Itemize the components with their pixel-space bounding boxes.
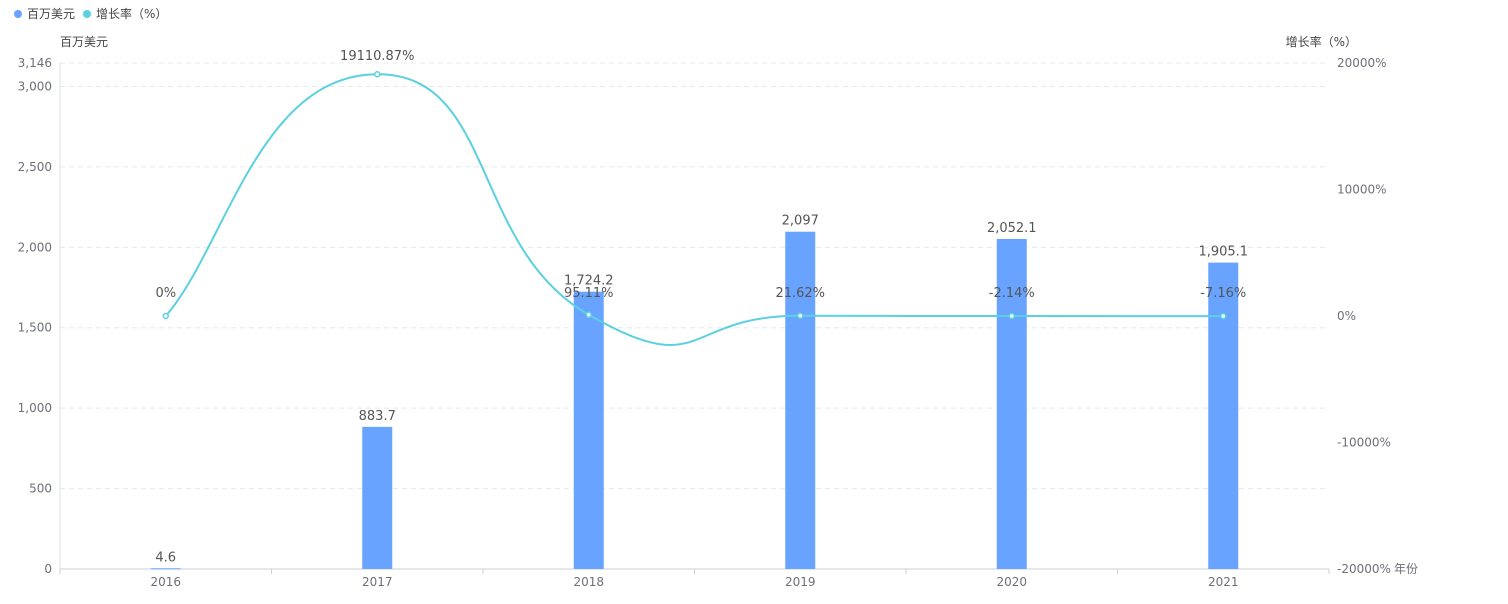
line-value-label: 21.62% [775, 286, 825, 301]
bar-value-label: 2,097 [782, 214, 819, 229]
legend-label: 增长率（%） [96, 6, 167, 21]
y-left-tick-label: 0 [44, 562, 52, 576]
x-tick-label: 2020 [996, 575, 1027, 589]
y-right-tick-label: 20000% [1337, 56, 1387, 70]
growth-line [164, 73, 1224, 346]
legend-marker [14, 10, 22, 18]
y-right-tick-label: -20000% [1337, 562, 1391, 576]
bar [1208, 262, 1239, 569]
bar [573, 291, 604, 569]
line-value-label: -2.14% [989, 286, 1035, 301]
bar-value-label: 883.7 [359, 409, 396, 424]
line-point [374, 70, 381, 78]
bar-value-label: 4.6 [155, 550, 176, 565]
line-point [797, 312, 804, 319]
bar [362, 426, 393, 569]
x-tick-label: 2017 [362, 575, 393, 589]
line-value-label: 19110.87% [340, 49, 414, 64]
y-left-tick-label: 3,000 [18, 79, 52, 93]
bar [996, 238, 1027, 569]
bar [785, 231, 816, 569]
x-tick-label: 2018 [573, 575, 604, 589]
y-right-tick-label: 0% [1337, 309, 1356, 323]
line-point [1008, 312, 1015, 320]
y-right-axis-title: 增长率（%） [1286, 34, 1357, 49]
line-value-label: -7.16% [1200, 286, 1246, 301]
line-point [162, 312, 169, 320]
y-right-tick-label: -10000% [1337, 436, 1391, 450]
line-value-label: 95.11% [564, 286, 614, 301]
y-left-tick-label: 3,146 [18, 56, 52, 70]
y-left-tick-label: 1,500 [18, 321, 52, 335]
bar-value-label: 2,052.1 [987, 221, 1037, 236]
x-tick-label: 2019 [785, 575, 816, 589]
y-left-tick-label: 2,000 [18, 240, 52, 254]
x-tick-label: 2021 [1208, 575, 1239, 589]
line-point [1220, 312, 1227, 320]
y-left-tick-label: 1,000 [18, 401, 52, 415]
x-axis-title: 年份 [1394, 562, 1418, 576]
bar-value-label: 1,905.1 [1198, 245, 1248, 260]
y-left-axis-title: 百万美元 [60, 35, 108, 49]
legend-label: 百万美元 [27, 7, 75, 21]
legend-marker [83, 10, 92, 18]
line-value-label: 0% [155, 286, 176, 301]
y-left-tick-label: 2,500 [18, 160, 52, 174]
bar [150, 568, 181, 570]
line-point [585, 311, 592, 319]
bar-value-label: 1,724.2 [564, 274, 614, 289]
y-left-tick-label: 500 [29, 482, 52, 496]
x-tick-label: 2016 [150, 575, 181, 589]
y-right-tick-label: 10000% [1337, 183, 1387, 197]
